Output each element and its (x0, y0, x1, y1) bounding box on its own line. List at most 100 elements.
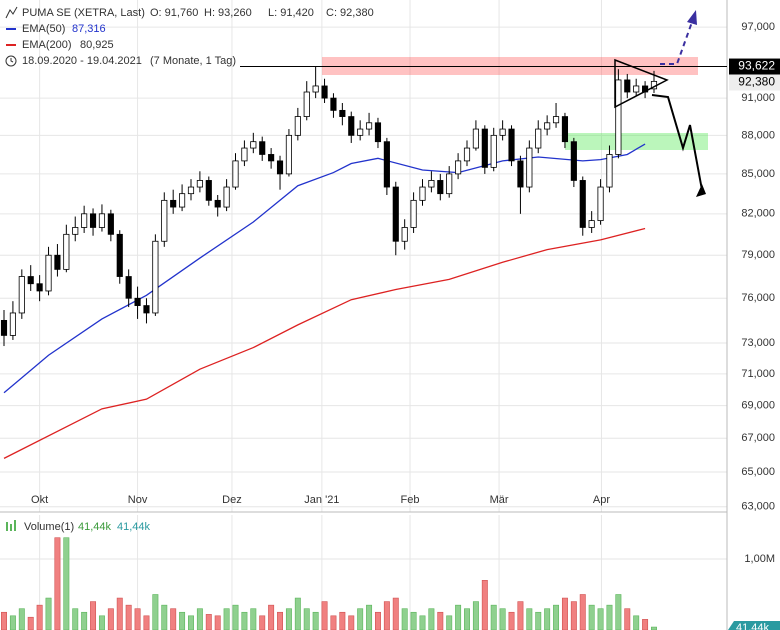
volume-bar (250, 608, 257, 630)
y-tick-label: 63,000 (741, 501, 775, 513)
volume-bar (419, 615, 426, 630)
candle-body (570, 141, 577, 181)
volume-bar (125, 604, 132, 630)
volume-bar (472, 601, 479, 630)
volume-bar (508, 611, 515, 630)
bull-arrowhead (687, 10, 697, 25)
bear-arrow (651, 94, 703, 191)
last-badge-label: 92,380 (738, 75, 775, 89)
last-badge (729, 74, 780, 91)
volume-bar (170, 608, 177, 630)
candle-body (535, 128, 542, 149)
y-tick-label: 82,000 (741, 208, 775, 220)
volume-bar (232, 604, 239, 630)
title: PUMA SE (XETRA, Last) (22, 7, 145, 19)
x-tick-label: Dez (222, 494, 242, 506)
candle-body (339, 109, 346, 117)
low: L: 91,420 (268, 7, 314, 19)
vol-icon (14, 520, 16, 531)
volume-bar (18, 608, 25, 630)
candle-body (633, 85, 640, 93)
high-badge (729, 58, 780, 75)
clock-icon (5, 55, 17, 67)
volume-bar (259, 615, 266, 630)
candle-body (0, 319, 8, 336)
volume-bar (285, 608, 292, 630)
candle-body (490, 134, 497, 168)
volume-bar (107, 608, 114, 630)
volume-bar (36, 604, 43, 630)
candle-body (196, 180, 203, 188)
volume-bar (161, 604, 168, 630)
volume-bar (277, 611, 283, 630)
volume-bar (72, 608, 79, 630)
clock-hands (10, 58, 14, 63)
candle-body (18, 276, 25, 314)
volume-bar (526, 608, 533, 630)
volume-bar (339, 611, 346, 630)
volume-bar (624, 608, 631, 630)
volume-bar (553, 604, 560, 630)
triangle (614, 58, 669, 109)
candle-body (588, 220, 595, 228)
volume-badge (728, 621, 780, 630)
candle-body (170, 199, 177, 208)
volume-bar (294, 597, 301, 630)
volume-bar (499, 608, 506, 630)
volume-bar (241, 611, 248, 630)
y-tick-label: 67,000 (741, 432, 775, 444)
volume-bar (9, 615, 16, 630)
candle-body (374, 122, 382, 143)
x-tick-label: Mär (490, 494, 509, 506)
volume-bar (579, 594, 586, 630)
candle-body (321, 85, 328, 99)
bull-arrow (660, 21, 693, 65)
candle-body (624, 79, 631, 93)
ema50-name: EMA(50) (22, 23, 65, 35)
y-tick-label: 73,000 (741, 337, 775, 349)
volume-name: Volume(1) (24, 521, 74, 533)
volume-bar (410, 611, 417, 630)
volume-bar (446, 615, 453, 630)
candle-body (544, 122, 551, 130)
volume-bar (455, 604, 462, 630)
vol-icon (10, 524, 12, 531)
volume-bar (179, 611, 186, 630)
volume-bar (428, 608, 435, 630)
candle-body (419, 186, 426, 201)
volume-badge-label: 41,44k (736, 622, 770, 630)
triangle-pattern (614, 58, 669, 109)
volume-bar (45, 597, 52, 630)
volume-bar (27, 616, 34, 630)
y-tick-label: 76,000 (741, 292, 775, 304)
period: 18.09.2020 - 19.04.2021 (22, 55, 142, 67)
volume-bar (633, 615, 640, 630)
volume-value: 41,44k (117, 521, 151, 533)
ema200-value: 80,925 (80, 39, 114, 51)
candle-body (36, 283, 43, 292)
candle-body (606, 154, 613, 188)
candle-body (561, 116, 569, 143)
volume-bar (134, 608, 141, 630)
y-tick-label: 88,000 (741, 129, 775, 141)
candle-body (526, 147, 533, 188)
candle-body (517, 160, 524, 188)
candle-body (107, 213, 114, 235)
volume-bar (1, 611, 7, 630)
volume-bar (81, 611, 88, 630)
candle-body (134, 297, 141, 306)
high-badge-label: 93,622 (738, 59, 775, 73)
volume-bar (196, 608, 203, 630)
candle-body (27, 276, 34, 285)
plot-area (0, 66, 658, 630)
candle-body (392, 186, 399, 242)
volume-bar (651, 626, 657, 630)
volume-bar (223, 608, 230, 630)
candle-body (259, 141, 266, 155)
ema-line (3, 227, 646, 459)
candle-body (303, 91, 310, 117)
volume-bar (357, 608, 364, 630)
volume-value: 41,44k (78, 521, 112, 533)
candle-body (330, 97, 337, 111)
